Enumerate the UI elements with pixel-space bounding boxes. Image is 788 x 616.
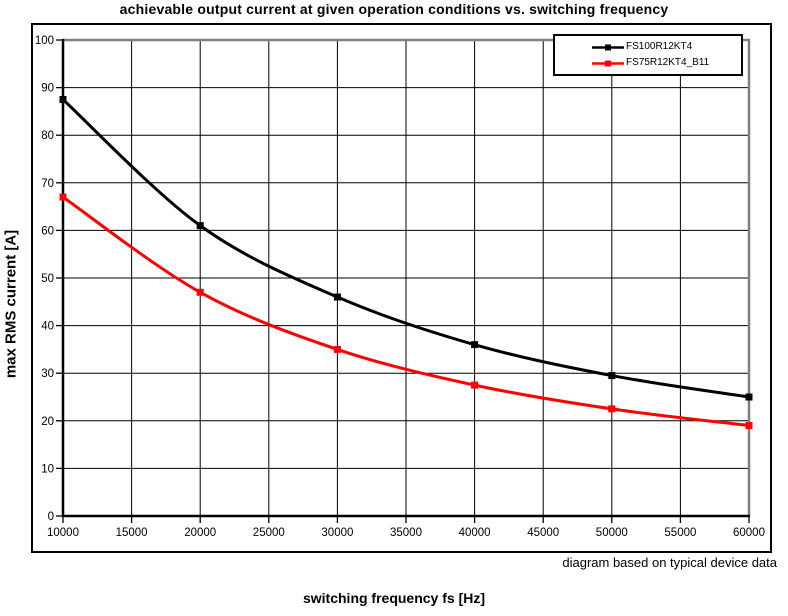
y-axis-title: max RMS current [A] — [2, 229, 20, 379]
svg-text:40: 40 — [41, 321, 54, 333]
svg-text:10: 10 — [41, 463, 54, 475]
legend-entry-fs75r12kt4-b11: FS75R12KT4_B11 — [555, 58, 741, 68]
svg-text:30000: 30000 — [321, 527, 353, 539]
x-tick-labels: 10000 15000 20000 25000 30000 35000 40000 45000… — [47, 527, 765, 539]
svg-text:50000: 50000 — [596, 527, 628, 539]
legend-swatch-line-icon — [592, 44, 624, 50]
svg-text:10000: 10000 — [47, 527, 79, 539]
legend-label-series-2: FS75R12KT4_B11 — [626, 57, 710, 68]
legend: FS100R12KT4 FS75R12KT4_B11 — [553, 34, 743, 76]
svg-text:80: 80 — [41, 130, 54, 142]
chart-frame: 10000 15000 20000 25000 30000 35000 40000 45000… — [31, 23, 772, 553]
svg-text:40000: 40000 — [459, 527, 491, 539]
svg-text:60: 60 — [41, 225, 54, 237]
series-markers-FS100R12KT4 — [59, 96, 753, 401]
svg-text:15000: 15000 — [116, 527, 148, 539]
svg-text:20: 20 — [41, 416, 54, 428]
svg-text:25000: 25000 — [253, 527, 285, 539]
svg-text:100: 100 — [35, 35, 54, 47]
x-axis-title: switching frequency fs [Hz] — [302, 590, 486, 606]
legend-swatch-line-icon — [592, 60, 624, 66]
svg-text:60000: 60000 — [733, 527, 765, 539]
svg-text:55000: 55000 — [664, 527, 696, 539]
svg-text:70: 70 — [41, 178, 54, 190]
footnote: diagram based on typical device data — [562, 555, 777, 570]
tick-marks — [56, 39, 750, 523]
svg-text:30: 30 — [41, 368, 54, 380]
legend-entry-fs100r12kt4: FS100R12KT4 — [555, 42, 741, 52]
legend-label-series-1: FS100R12KT4 — [626, 41, 693, 52]
svg-text:50: 50 — [41, 273, 54, 285]
series-line-FS75R12KT4_B11 — [62, 195, 750, 428]
y-tick-labels: 0 10 20 30 40 50 60 70 80 90 100 — [35, 35, 54, 523]
series-line-FS100R12KT4 — [61, 98, 750, 399]
svg-text:20000: 20000 — [184, 527, 216, 539]
svg-text:45000: 45000 — [527, 527, 559, 539]
svg-text:90: 90 — [41, 83, 54, 95]
svg-text:35000: 35000 — [390, 527, 422, 539]
plot-area: 10000 15000 20000 25000 30000 35000 40000 45000… — [35, 35, 765, 539]
gridlines — [63, 40, 749, 516]
chart-title: achievable output current at given opera… — [119, 1, 669, 17]
series-markers-FS75R12KT4_B11 — [59, 193, 753, 430]
svg-text:0: 0 — [48, 511, 54, 523]
